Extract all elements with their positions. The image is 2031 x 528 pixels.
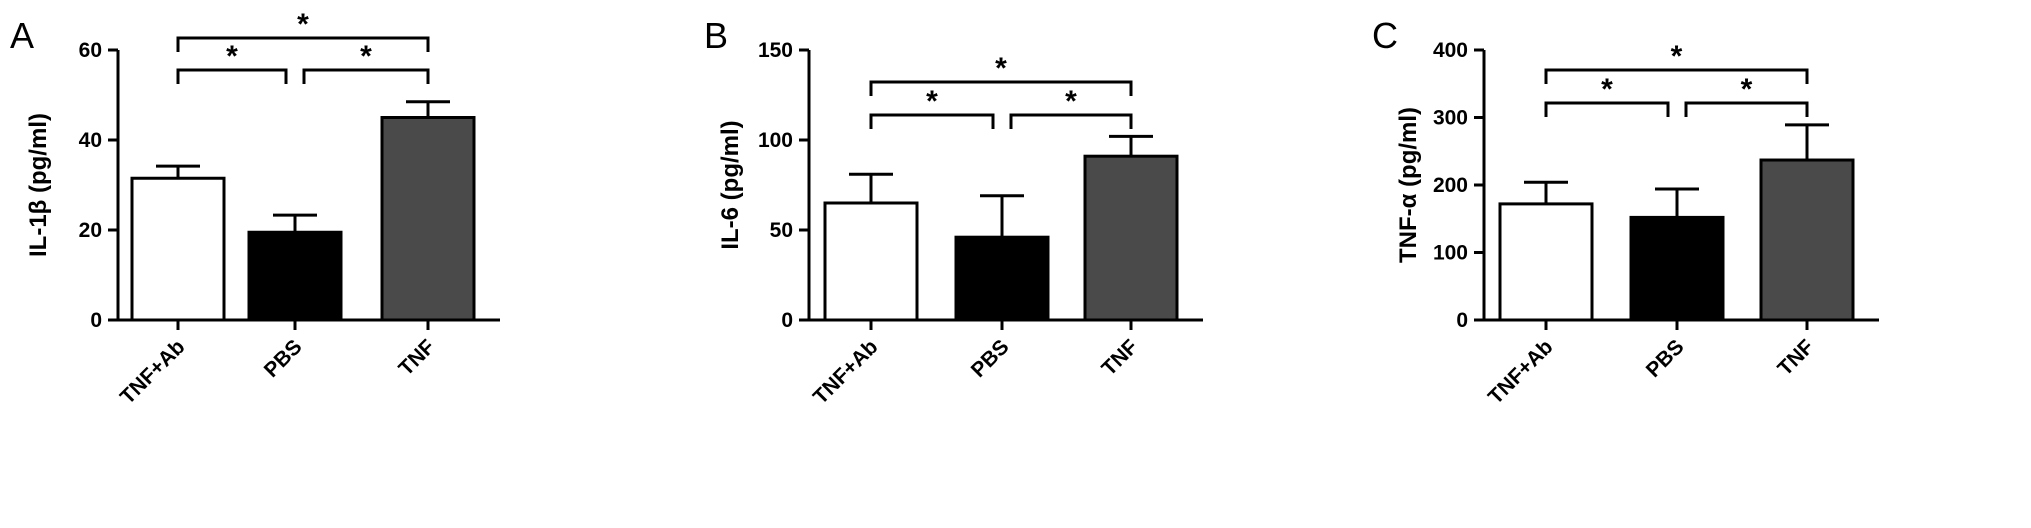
bar-tnf [380,116,476,322]
y-axis-label: TNF-α (pg/ml) [1395,107,1422,263]
y-tick-label: 0 [90,309,102,332]
bar-tnf-ab [130,176,226,322]
bar-pbs [1629,215,1725,322]
significance-star: * [1741,73,1753,106]
x-tick-label: TNF+Ab [116,335,190,409]
y-tick-label: 40 [79,129,102,152]
bar-pbs [247,230,343,322]
panel-letter: A [10,15,34,56]
y-tick-label: 400 [1433,39,1468,62]
y-tick-label: 200 [1433,174,1468,197]
x-tick-label: PBS [1642,335,1689,382]
x-tick-label: TNF+Ab [1484,335,1558,409]
significance-star: * [995,52,1007,85]
significance-bracket [302,68,430,84]
x-tick-label: PBS [967,335,1014,382]
panel-b: B IL-6 (pg/ml) 0 50 100 150 TNF+Ab PBS TNF * * * [704,15,1203,409]
y-tick-label: 0 [1456,309,1468,332]
significance-star: * [1065,85,1077,118]
y-tick-label: 100 [1433,242,1468,265]
y-tick-label: 300 [1433,107,1468,130]
significance-star: * [297,8,309,41]
significance-bracket [869,113,995,129]
y-axis-label: IL-1β (pg/ml) [25,113,52,257]
significance-star: * [360,40,372,73]
bar-tnf-ab [823,201,919,322]
panel-letter: C [1372,15,1398,56]
x-tick-label: PBS [260,335,307,382]
y-tick-label: 0 [781,309,793,332]
significance-star: * [1601,73,1613,106]
panel-c: C TNF-α (pg/ml) 0 100 200 300 400 TNF+Ab PBS TN… [1372,15,1879,409]
y-tick-label: 20 [79,219,102,242]
x-tick-label: TNF+Ab [809,335,883,409]
significance-bracket [176,68,288,84]
panel-letter: B [704,15,728,56]
bar-tnf [1083,154,1179,322]
significance-star: * [926,85,938,118]
significance-bracket [176,36,430,52]
y-tick-label: 60 [79,39,102,62]
bar-tnf-ab [1498,202,1594,322]
x-tick-label: TNF [394,335,439,380]
bar-pbs [954,235,1050,322]
y-tick-label: 150 [758,39,793,62]
significance-bracket [1544,101,1670,117]
significance-bracket [869,80,1133,96]
bar-tnf [1759,158,1855,322]
panel-a: A IL-1β (pg/ml) 0 20 40 60 TNF+Ab PBS TNF * * * [10,8,500,409]
significance-bracket [1684,101,1809,117]
significance-star: * [226,40,238,73]
significance-star: * [1671,40,1683,73]
x-tick-label: TNF [1097,335,1142,380]
y-tick-label: 100 [758,129,793,152]
y-axis-label: IL-6 (pg/ml) [717,120,744,249]
x-tick-label: TNF [1773,335,1818,380]
y-tick-label: 50 [770,219,793,242]
significance-bracket [1544,68,1809,84]
significance-bracket [1009,113,1133,129]
